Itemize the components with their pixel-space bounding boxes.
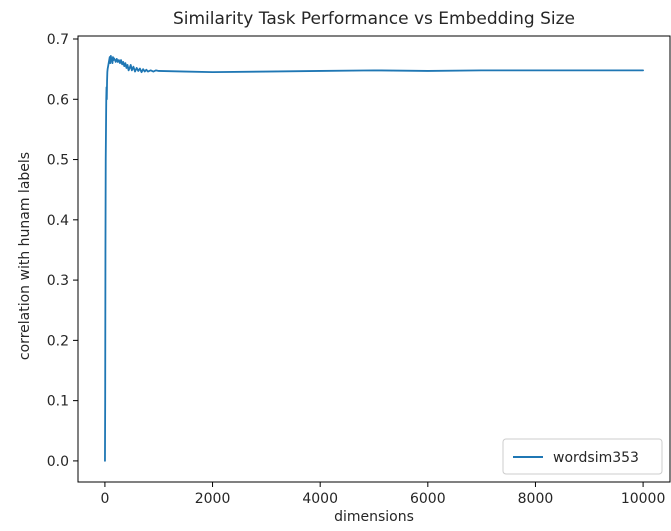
y-tick-label: 0.3 bbox=[47, 273, 69, 289]
x-tick-label: 10000 bbox=[621, 491, 666, 507]
y-tick-label: 0.0 bbox=[47, 454, 69, 470]
legend-label: wordsim353 bbox=[553, 450, 639, 466]
legend-box bbox=[502, 438, 663, 475]
y-tick-label: 0.5 bbox=[47, 153, 69, 169]
y-tick-label: 0.6 bbox=[47, 92, 69, 108]
x-tick-label: 4000 bbox=[302, 491, 338, 507]
x-tick-label: 8000 bbox=[518, 491, 554, 507]
x-tick-label: 2000 bbox=[195, 491, 231, 507]
y-tick-label: 0.2 bbox=[47, 333, 69, 349]
ticks-group: 0 2000 4000 6000 8000 10000 0.0 0.1 0.2 0.3 0.4 0.5… bbox=[47, 32, 666, 507]
y-tick-label: 0.1 bbox=[47, 394, 69, 410]
series-line-wordsim353 bbox=[104, 54, 644, 462]
x-axis-label: dimensions bbox=[334, 509, 414, 525]
chart-title: Similarity Task Performance vs Embedding… bbox=[173, 9, 575, 29]
y-tick-label: 0.4 bbox=[47, 213, 69, 229]
series-group bbox=[104, 54, 644, 462]
y-axis-label-group: correlation with hunam labels bbox=[17, 152, 33, 360]
x-tick-label: 0 bbox=[100, 491, 109, 507]
legend: wordsim353 bbox=[502, 438, 663, 475]
y-tick-label: 0.7 bbox=[47, 32, 69, 48]
plot-frame bbox=[77, 35, 671, 483]
x-tick-label: 6000 bbox=[410, 491, 446, 507]
y-axis-label: correlation with hunam labels bbox=[17, 152, 33, 360]
